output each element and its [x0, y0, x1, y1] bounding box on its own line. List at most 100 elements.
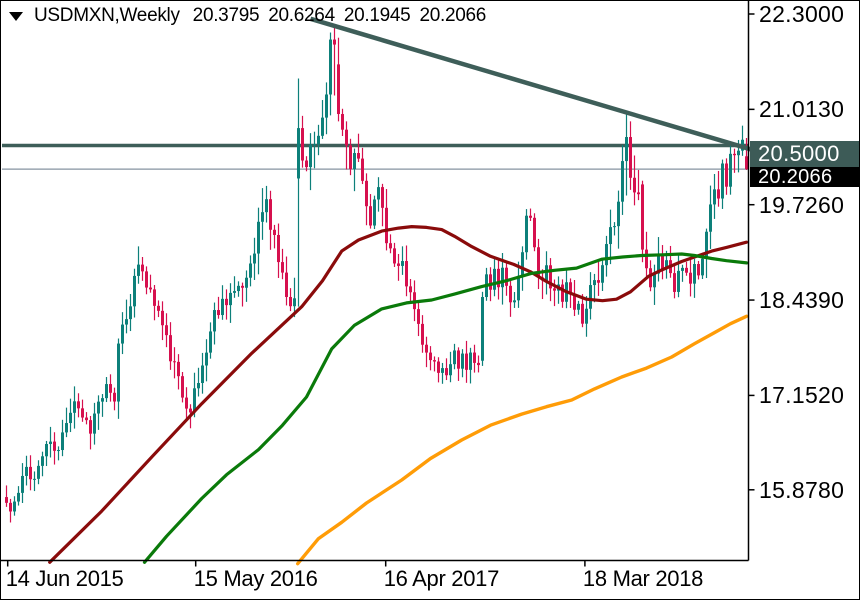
candle-body	[685, 267, 688, 273]
current-price-label: 20.2066	[750, 167, 859, 188]
candle-body	[357, 153, 360, 159]
candle-body	[597, 280, 600, 283]
price-axis[interactable]: 22.3000 21.0130 20.5000 20.2066 19.7260 18.43…	[749, 1, 859, 566]
candle-body	[49, 441, 52, 445]
candle-body	[693, 264, 696, 284]
candle-body	[61, 432, 64, 451]
candle-body	[633, 177, 636, 193]
ma-green-line[interactable]	[142, 252, 749, 564]
candle-body	[353, 153, 356, 170]
candle-body	[493, 268, 496, 290]
ohlc-low-value: 20.1945	[343, 5, 411, 26]
price-axis-label: 22.3000	[759, 1, 845, 27]
candle-body	[409, 286, 412, 293]
candle-body	[425, 344, 428, 353]
moving-averages-layer	[48, 225, 749, 566]
candle-body	[473, 352, 476, 363]
chart-frame	[1, 1, 755, 567]
candle-body	[517, 275, 520, 301]
candle-body	[417, 309, 420, 324]
collapse-symbol-icon[interactable]	[9, 11, 23, 21]
candle-body	[249, 263, 252, 278]
candle-body	[205, 352, 208, 366]
candle-body	[393, 248, 396, 264]
candle-body	[721, 163, 724, 199]
candle-body	[277, 234, 280, 263]
ma-red-line[interactable]	[48, 225, 749, 564]
candle-body	[665, 260, 668, 270]
candle-body	[717, 189, 720, 199]
candle-body	[433, 360, 436, 362]
candle-body	[245, 277, 248, 288]
candle-body	[441, 368, 444, 373]
candle-body	[69, 412, 72, 424]
candle-body	[453, 350, 456, 365]
candle-body	[193, 388, 196, 413]
candle-body	[613, 226, 616, 228]
candle-body	[29, 466, 32, 480]
candle-body	[213, 310, 216, 332]
candle-body	[317, 135, 320, 145]
selected-level-label: 20.5000	[750, 141, 859, 168]
candle-body	[609, 227, 612, 245]
candle-body	[373, 199, 376, 226]
candle-body	[325, 94, 328, 118]
candle-body	[737, 150, 740, 156]
candle-body	[321, 117, 324, 136]
candle-body	[201, 365, 204, 384]
candle-body	[477, 362, 480, 366]
candle-body	[681, 267, 684, 271]
candle-body	[345, 129, 348, 146]
candle-body	[301, 128, 304, 161]
price-axis-label: 18.4390	[759, 287, 845, 314]
candle-body	[513, 300, 516, 303]
candle-body	[293, 298, 296, 307]
descending-trendline[interactable]	[309, 16, 758, 154]
ma-orange-line[interactable]	[296, 314, 749, 566]
candle-body	[93, 413, 96, 434]
candle-body	[709, 204, 712, 232]
candle-body	[73, 401, 76, 413]
candle-body	[177, 361, 180, 377]
candle-body	[89, 420, 92, 434]
candle-body	[57, 450, 60, 452]
candle-body	[429, 352, 432, 361]
candle-body	[573, 294, 576, 310]
candle-body	[377, 187, 380, 200]
candle-body	[449, 364, 452, 376]
candle-body	[705, 231, 708, 259]
time-axis-label: 14 Jun 2015	[5, 566, 124, 591]
candle-body	[81, 408, 84, 418]
candle-body	[113, 392, 116, 402]
time-axis-label: 18 Mar 2018	[582, 566, 704, 591]
candle-body	[165, 325, 168, 336]
candle-body	[461, 353, 464, 369]
candle-body	[145, 271, 148, 288]
candle-body	[673, 273, 676, 292]
candle-body	[253, 253, 256, 264]
candle-body	[713, 189, 716, 205]
candle-body	[501, 267, 504, 288]
candle-body	[329, 39, 332, 95]
candle-body	[257, 221, 260, 254]
candle-body	[209, 331, 212, 353]
candle-body	[729, 153, 732, 187]
candle-body	[489, 274, 492, 290]
candle-body	[269, 199, 272, 230]
candle-body	[625, 137, 628, 162]
time-axis[interactable]: 14 Jun 2015 15 May 2016 16 Apr 2017 18 Mar …	[1, 566, 859, 599]
candle-body	[141, 264, 144, 272]
candle-body	[121, 324, 124, 344]
candle-body	[553, 288, 556, 291]
candle-body	[437, 361, 440, 373]
time-axis-label: 15 May 2016	[193, 566, 318, 591]
candle-body	[137, 264, 140, 276]
candle-body	[589, 285, 592, 309]
candle-body	[661, 255, 664, 270]
candle-body	[37, 465, 40, 479]
candle-body	[549, 265, 552, 289]
ohlc-open-value: 20.3795	[192, 5, 260, 26]
candle-body	[281, 262, 284, 273]
candle-body	[621, 161, 624, 202]
